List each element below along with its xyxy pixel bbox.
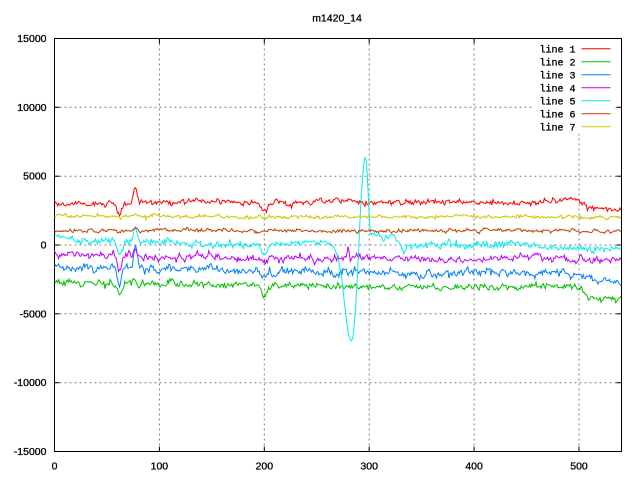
svg-text:300: 300 (360, 461, 378, 473)
svg-text:200: 200 (256, 461, 274, 473)
svg-text:-10000: -10000 (14, 377, 47, 389)
svg-text:0: 0 (52, 461, 58, 473)
svg-text:line 7: line 7 (539, 122, 575, 134)
svg-text:line 6: line 6 (539, 109, 575, 121)
svg-text:100: 100 (151, 461, 169, 473)
svg-text:-15000: -15000 (14, 446, 47, 458)
svg-text:line 4: line 4 (539, 83, 575, 95)
svg-text:line 5: line 5 (539, 96, 575, 108)
svg-text:400: 400 (465, 461, 483, 473)
svg-text:10000: 10000 (17, 102, 46, 114)
svg-text:line 1: line 1 (539, 44, 575, 56)
svg-text:500: 500 (570, 461, 588, 473)
svg-text:line 3: line 3 (539, 70, 575, 82)
svg-text:15000: 15000 (17, 33, 46, 45)
svg-text:0: 0 (41, 240, 47, 252)
svg-text:m1420_14: m1420_14 (312, 13, 362, 25)
svg-text:-5000: -5000 (20, 308, 47, 320)
svg-text:5000: 5000 (23, 171, 47, 183)
svg-text:line 2: line 2 (539, 57, 575, 69)
